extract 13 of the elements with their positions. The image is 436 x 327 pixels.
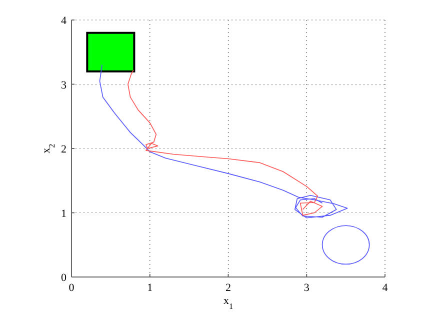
line-series [128, 70, 323, 216]
line-series [99, 64, 348, 218]
x-tick-label: 1 [147, 282, 153, 294]
x-axis-title: x$_{1}$ [223, 295, 234, 310]
y-tick-label: 1 [61, 208, 66, 220]
y-tick-label: 4 [61, 15, 67, 27]
y-tick-label: 0 [61, 272, 67, 284]
y-tick-label: 2 [61, 144, 66, 156]
x-tick-label: 0 [68, 282, 75, 294]
x-tick-label: 4 [382, 282, 388, 294]
x-tick-label: 3 [304, 282, 310, 294]
y-tick-label: 3 [61, 79, 67, 92]
x-tick-label: 2 [226, 282, 231, 294]
